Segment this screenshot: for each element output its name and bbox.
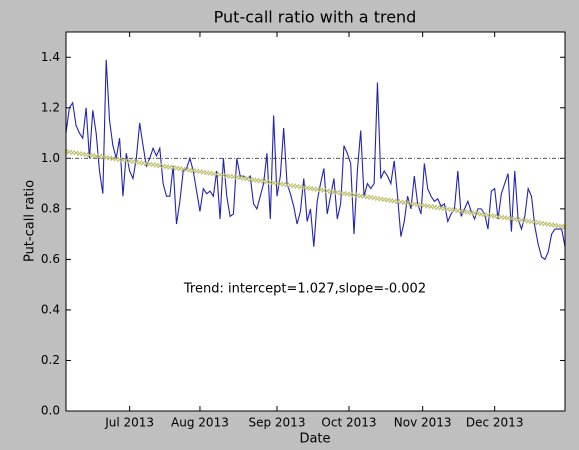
x-tick-label: Oct 2013 — [321, 416, 376, 430]
y-tick-label: 1.2 — [41, 100, 60, 114]
x-tick-label: Dec 2013 — [466, 416, 524, 430]
plot-frame — [65, 31, 566, 412]
y-tick-label: 0.2 — [41, 353, 60, 367]
y-tick-label: 1.4 — [41, 50, 60, 64]
y-tick-label: 0.8 — [41, 201, 60, 215]
x-tick-label: Aug 2013 — [171, 416, 229, 430]
x-tick-label: Nov 2013 — [394, 416, 452, 430]
y-tick-label: 0.6 — [41, 252, 60, 266]
chart-title: Put-call ratio with a trend — [214, 8, 417, 27]
y-tick-label: 0.0 — [41, 404, 60, 418]
y-axis-label: Put-call ratio — [23, 180, 38, 262]
x-axis-label: Date — [299, 432, 330, 447]
data-line — [65, 59, 566, 261]
y-tick-label: 1.0 — [41, 151, 60, 165]
annotation: Trend: intercept=1.027,slope=-0.002 — [183, 282, 426, 297]
x-tick-label: Sep 2013 — [248, 416, 305, 430]
x-tick-label: Jul 2013 — [104, 416, 154, 430]
y-tick-label: 0.4 — [41, 302, 60, 316]
